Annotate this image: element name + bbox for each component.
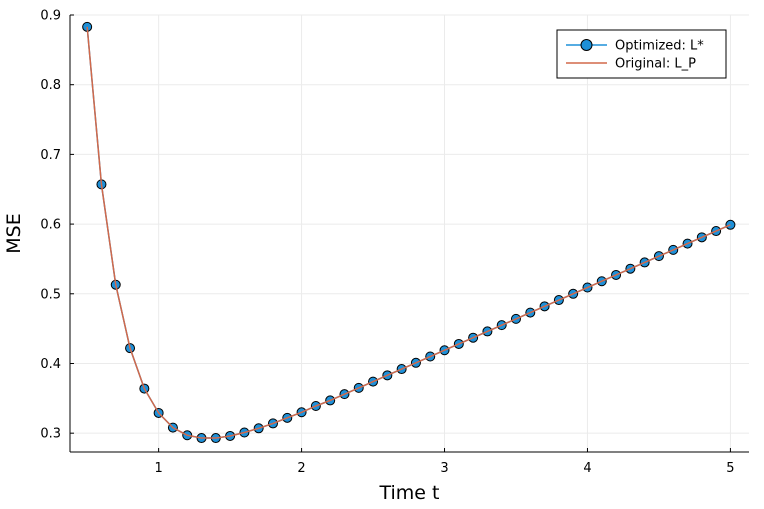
x-tick-label-0: 1: [154, 461, 162, 476]
series-layer: [82, 21, 736, 444]
grid: [70, 14, 749, 452]
legend-entry-original: Original: L_P: [615, 57, 696, 72]
y-tick-label-3: 0.6: [40, 218, 61, 233]
legend: Optimized: L* Original: L_P: [556, 29, 727, 79]
legend-marker-optimized: [580, 39, 593, 51]
legend-box: [556, 29, 727, 79]
x-tick-label-1: 2: [297, 461, 305, 476]
x-tick-label-2: 3: [440, 461, 448, 476]
tick-labels: 1 2 3 4 5 0.3 0.4 0.5 0.6 0.7 0.8 0.9: [40, 9, 734, 477]
y-tick-label-0: 0.3: [40, 427, 61, 442]
y-tick-label-5: 0.8: [40, 78, 61, 93]
axes: [69, 14, 749, 453]
y-tick-label-4: 0.7: [40, 148, 61, 163]
y-tick-label-1: 0.4: [40, 357, 61, 372]
y-tick-label-2: 0.5: [40, 287, 61, 302]
y-tick-label-6: 0.9: [40, 9, 61, 24]
series-line-original: [86, 26, 731, 439]
x-tick-label-3: 4: [583, 461, 591, 476]
x-axis-label: Time t: [379, 482, 440, 504]
x-tick-label-4: 5: [726, 461, 734, 476]
y-axis-label: MSE: [3, 213, 25, 253]
legend-entry-optimized: Optimized: L*: [615, 39, 704, 54]
